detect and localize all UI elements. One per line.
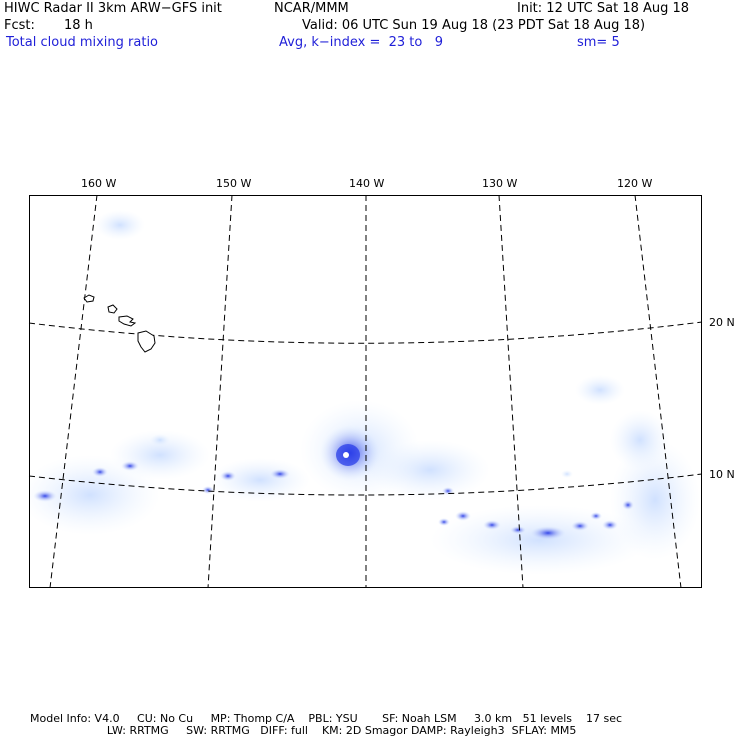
field-name: Total cloud mixing ratio — [6, 35, 159, 50]
meridian-160w — [49, 194, 98, 589]
header-fcst-label: Fcst: — [4, 18, 35, 33]
meridians — [49, 194, 682, 589]
island-kauai — [83, 294, 95, 303]
island-hawaii — [137, 330, 156, 353]
cloud-haze — [575, 375, 625, 405]
lon-label-140w: 140 W — [349, 177, 385, 190]
cloud-haze — [95, 210, 145, 240]
cloud-haze — [370, 440, 490, 500]
cloud-cell — [530, 526, 566, 540]
cloud-cell — [455, 511, 471, 521]
meridian-120w — [634, 194, 682, 589]
cloud-cell — [622, 500, 634, 510]
lat-label-20n: 20 N — [709, 316, 735, 329]
hawaiian-islands — [83, 294, 156, 353]
level-range: Avg, k−index = 23 to 9 — [279, 35, 444, 50]
footer-model-info: Model Info: V4.0 CU: No Cu MP: Thomp C/A… — [30, 712, 623, 725]
meridian-150w — [207, 194, 233, 589]
island-maui-nui — [118, 315, 137, 327]
cloud-cell — [483, 520, 501, 530]
lon-label-160w: 160 W — [81, 177, 117, 190]
cloud-haze — [610, 410, 670, 470]
cloud-cell — [571, 521, 589, 531]
header-org: NCAR/MMM — [274, 1, 349, 16]
cloud-cell — [92, 467, 108, 477]
cloud-field — [29, 210, 700, 575]
cloud-haze — [29, 455, 160, 535]
header-init: Init: 12 UTC Sat 18 Aug 18 — [517, 1, 690, 16]
cloud-cell — [33, 490, 57, 502]
header-fcst-value: 18 h — [64, 18, 93, 33]
cloud-haze — [610, 440, 700, 560]
cloud-cell — [510, 526, 526, 534]
cloud-cell — [202, 486, 214, 494]
cloud-cell — [220, 471, 236, 481]
header-title: HIWC Radar II 3km ARW−GFS init — [4, 1, 222, 16]
cloud-storm-eye — [343, 452, 349, 458]
meridian-130w — [498, 194, 524, 589]
lon-label-150w: 150 W — [216, 177, 252, 190]
cloud-cell — [270, 469, 290, 479]
cloud-cell — [121, 461, 139, 471]
lon-label-130w: 130 W — [482, 177, 518, 190]
cloud-haze — [210, 458, 310, 502]
lat-label-10n: 10 N — [709, 468, 735, 481]
footer-model-physics: LW: RRTMG SW: RRTMG DIFF: full KM: 2D Sm… — [30, 724, 577, 737]
cloud-cell — [561, 470, 573, 478]
cloud-cell — [602, 520, 618, 530]
smoothing: sm= 5 — [577, 35, 620, 50]
lon-label-120w: 120 W — [617, 177, 653, 190]
header-valid: Valid: 06 UTC Sun 19 Aug 18 (23 PDT Sat … — [302, 18, 646, 33]
island-oahu — [107, 304, 118, 314]
cloud-cell — [590, 512, 602, 520]
cloud-cell — [438, 518, 450, 526]
cloud-cell — [150, 434, 170, 446]
